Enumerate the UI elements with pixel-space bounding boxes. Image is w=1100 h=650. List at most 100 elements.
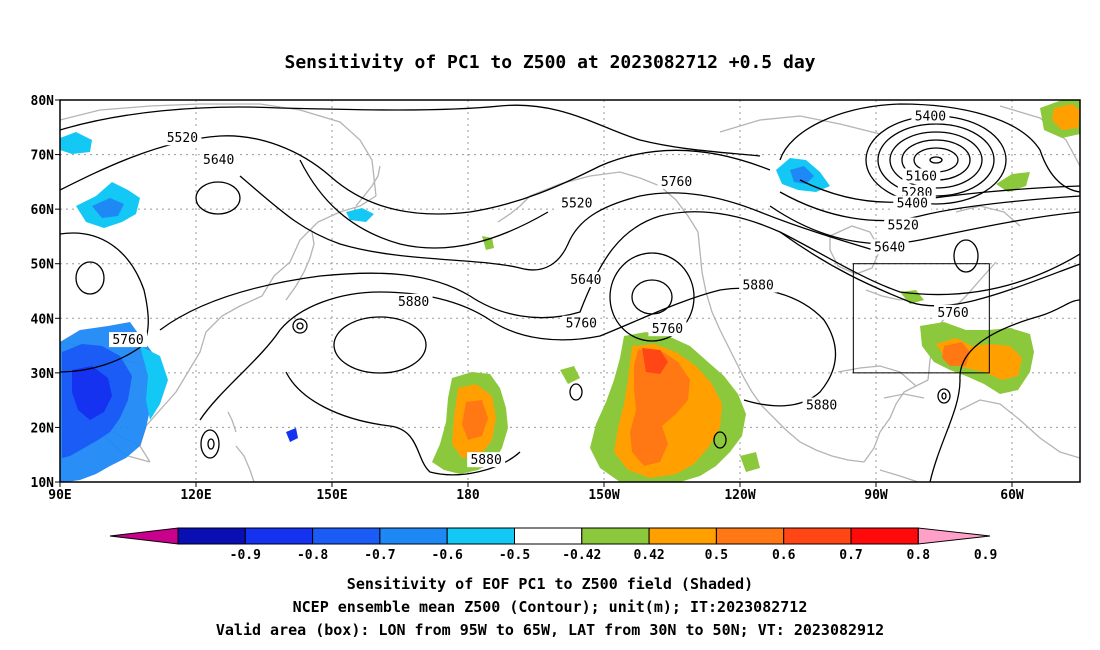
contour-high-asia — [75, 261, 105, 295]
contour-small-a-inner — [296, 322, 304, 330]
contour-label-bg — [109, 332, 147, 348]
contour-labels: 5520 5640 5520 5640 5760 5880 5760 5760 5760 5880… — [109, 108, 973, 468]
negative-sensitivity-east-asia-fringe — [140, 346, 168, 420]
contour-small-b — [200, 429, 220, 459]
negative-sensitivity-arctic-west — [60, 132, 92, 154]
contour-label-bg — [884, 217, 923, 233]
colorbar-segment — [783, 527, 852, 545]
colorbar-segment — [715, 527, 785, 545]
colorbar-segment — [312, 527, 381, 545]
contour-low-center-3 — [889, 131, 983, 189]
negative-sensitivity-small-pacific — [286, 428, 298, 442]
footer-line-3: Valid area (box): LON from 95W to 65W, L… — [216, 621, 884, 639]
positive-sensitivity-atlantic-inner — [942, 342, 970, 366]
colorbar-low-triangle — [109, 527, 179, 545]
colorbar-label: 0.9 — [974, 548, 997, 563]
contour-5520-pacific — [299, 159, 549, 249]
colorbar-segment — [379, 527, 448, 545]
contour-5880-pacific — [199, 287, 837, 421]
contour-label: 5760 — [566, 317, 597, 332]
lat-tick-label: 40N — [31, 312, 55, 327]
z500-contours — [60, 103, 1080, 482]
colorbar-label: -0.9 — [230, 548, 261, 563]
colorbar-label: -0.6 — [432, 548, 463, 563]
contour-small-b-inner — [207, 438, 215, 450]
contour-label-bg — [893, 195, 932, 211]
lon-tick-label: 120W — [724, 488, 755, 503]
contour-label-bg — [934, 304, 973, 320]
map-panel: 5520 5640 5520 5640 5760 5880 5760 5760 5760 5880… — [60, 100, 1080, 482]
colorbar-label: -0.5 — [499, 548, 530, 563]
contour-label-bg — [739, 277, 778, 293]
contour-small-d — [713, 431, 727, 449]
footer-line-1: Sensitivity of EOF PC1 to Z500 field (Sh… — [347, 575, 753, 593]
contour-5640-trough — [769, 205, 1080, 245]
contour-small-e-inner — [941, 392, 947, 400]
contour-label-bg — [802, 397, 841, 413]
contour-label: 5400 — [897, 197, 928, 212]
contour-5640-pacific — [239, 175, 881, 271]
colorbar-segment — [850, 527, 919, 545]
contour-5880-atlantic — [929, 299, 1080, 482]
contour-high-ridge-outer — [609, 252, 695, 342]
contour-label: 5400 — [915, 109, 946, 124]
colorbar-label: -0.8 — [297, 548, 328, 563]
contour-label: 5760 — [937, 306, 968, 321]
contour-label: 5520 — [167, 131, 198, 146]
contour-label: 5520 — [888, 219, 919, 234]
colorbar-segment — [648, 527, 717, 545]
contour-label-bg — [648, 321, 687, 337]
lon-tick-label: 150E — [316, 488, 347, 503]
lat-tick-label: 10N — [31, 476, 55, 491]
contour-label-bg — [566, 272, 605, 288]
positive-sensitivity-east-pacific-inner — [642, 348, 668, 374]
contour-5760-pacific — [159, 211, 1080, 331]
negative-sensitivity-small — [346, 208, 374, 222]
negative-sensitivity-arctic-canada-core — [790, 166, 814, 184]
lon-tick-label: 120E — [180, 488, 211, 503]
contour-label-bg — [657, 173, 696, 189]
contour-label: 5640 — [874, 240, 905, 255]
contour-5760-east-asia — [60, 232, 149, 373]
latitude-axis: 80N 70N 60N 50N 40N 30N 20N 10N — [31, 94, 60, 491]
contour-label: 5880 — [470, 453, 501, 468]
contour-small-f — [953, 239, 979, 273]
contour-label: 5880 — [398, 295, 429, 310]
colorbar-segment — [581, 527, 650, 545]
positive-sensitivity-greenland-core — [1052, 104, 1080, 130]
figure-title: Sensitivity of PC1 to Z500 at 2023082712… — [284, 52, 815, 73]
contour-label: 5160 — [906, 169, 937, 184]
contour-label: 5880 — [806, 399, 837, 414]
colorbar-segment — [244, 527, 314, 545]
positive-sensitivity-small-a — [560, 366, 580, 384]
contour-label-bg — [902, 168, 941, 184]
colorbar-label: 0.8 — [907, 548, 931, 563]
contour-label: 5760 — [652, 322, 683, 337]
negative-sensitivity-siberia-core — [92, 198, 124, 218]
contour-label: 5760 — [661, 175, 692, 190]
contour-label: 5640 — [203, 153, 234, 168]
colorbar-label: 0.7 — [839, 548, 862, 563]
contour-label: 5760 — [112, 333, 143, 348]
lon-tick-label: 150W — [588, 488, 619, 503]
positive-sensitivity-east-pacific-mid — [630, 350, 690, 466]
contour-small-e — [937, 388, 951, 404]
colorbar-label: -0.42 — [562, 548, 601, 563]
footer-line-2: NCEP ensemble mean Z500 (Contour); unit(… — [293, 598, 808, 616]
contour-low-center-6 — [929, 156, 943, 164]
lat-tick-label: 30N — [31, 367, 55, 382]
lon-tick-label: 90W — [864, 488, 888, 503]
contour-label-bg — [911, 108, 950, 124]
lat-tick-label: 50N — [31, 258, 55, 273]
contour-5400-north — [779, 103, 1080, 193]
positive-sensitivity-central-pacific-inner — [462, 400, 488, 440]
contour-high-siberia — [195, 181, 241, 215]
colorbar-high-triangle — [917, 527, 991, 545]
lon-tick-label: 60W — [1000, 488, 1024, 503]
colorbar-segment — [514, 527, 583, 545]
contour-small-a — [292, 318, 308, 334]
positive-sensitivity-labrador — [996, 172, 1030, 192]
sensitivity-shading — [60, 100, 1080, 482]
contour-5520-trough — [779, 191, 1080, 222]
